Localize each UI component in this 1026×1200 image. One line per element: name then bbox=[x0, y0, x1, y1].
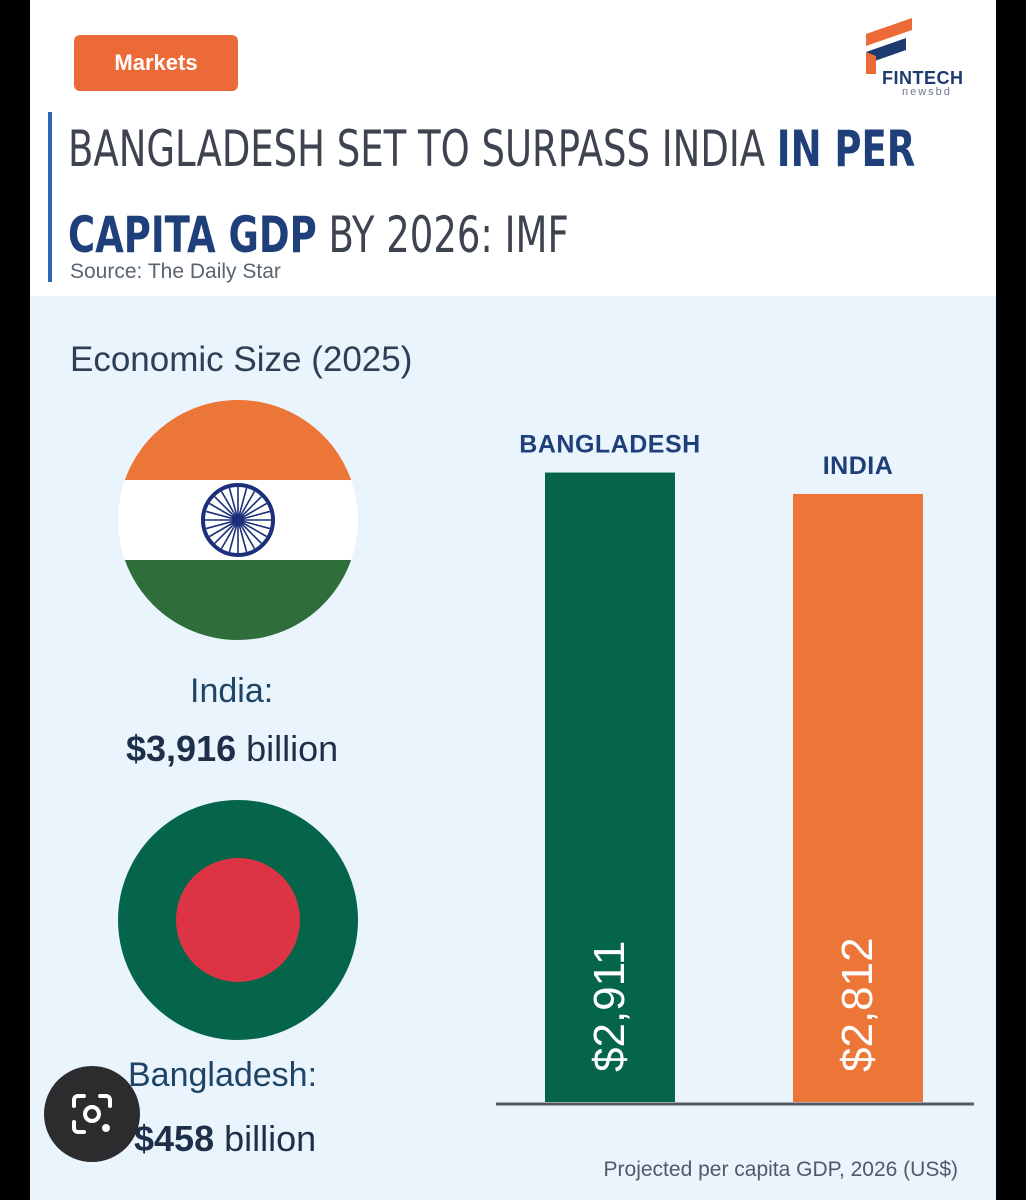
markets-badge[interactable]: Markets bbox=[74, 35, 238, 91]
headline: BANGLADESH SET TO SURPASS INDIA IN PER C… bbox=[68, 106, 915, 278]
bar-india bbox=[793, 493, 923, 1102]
headline-highlight: CAPITA GDP bbox=[68, 206, 317, 264]
bangladesh-flag-disc bbox=[176, 858, 300, 982]
bangladesh-value-unit: billion bbox=[224, 1118, 317, 1159]
headline-text: BANGLADESH SET TO SURPASS INDIA bbox=[68, 120, 777, 178]
bangladesh-value-number: $458 bbox=[134, 1118, 215, 1159]
infographic-card: Markets FINTECH newsbd BANGLADESH SET TO… bbox=[30, 0, 996, 1200]
source-note: Source: The Daily Star bbox=[70, 260, 281, 283]
economic-size-heading: Economic Size (2025) bbox=[70, 340, 413, 379]
india-label: India: bbox=[190, 672, 274, 710]
ashoka-chakra-icon bbox=[201, 483, 275, 557]
x-axis-label: Projected per capita GDP, 2026 (US$) bbox=[604, 1158, 958, 1181]
headline-line-2: CAPITA GDP BY 2026: IMF bbox=[68, 192, 734, 278]
category-label-bangladesh: BANGLADESH bbox=[519, 431, 700, 459]
india-value-unit: billion bbox=[246, 728, 339, 769]
headline-text: BY 2026: IMF bbox=[316, 206, 569, 264]
category-label-india: INDIA bbox=[823, 452, 894, 480]
india-value-number: $3,916 bbox=[126, 728, 237, 769]
value-label-india: $2,812 bbox=[833, 937, 882, 1072]
bangladesh-economy-value: $458 billion bbox=[134, 1118, 316, 1160]
bangladesh-label: Bangladesh: bbox=[128, 1056, 318, 1094]
bangladesh-flag-icon bbox=[118, 800, 358, 1040]
google-lens-icon[interactable] bbox=[44, 1066, 140, 1162]
logo-subtitle: newsbd bbox=[902, 86, 952, 98]
fintech-logo-icon bbox=[866, 18, 912, 74]
value-label-bangladesh: $2,911 bbox=[585, 941, 634, 1072]
bar-bangladesh bbox=[545, 472, 675, 1103]
india-economy-value: $3,916 billion bbox=[126, 728, 338, 770]
headline-line-1: BANGLADESH SET TO SURPASS INDIA IN PER bbox=[68, 106, 915, 192]
per-capita-gdp-chart: BANGLADESH $2,911 INDIA $2,812 Projected per… bbox=[496, 431, 974, 1181]
title-accent-bar bbox=[48, 112, 52, 282]
logo-name: FINTECH bbox=[882, 68, 964, 88]
headline-highlight: IN PER bbox=[776, 120, 916, 178]
